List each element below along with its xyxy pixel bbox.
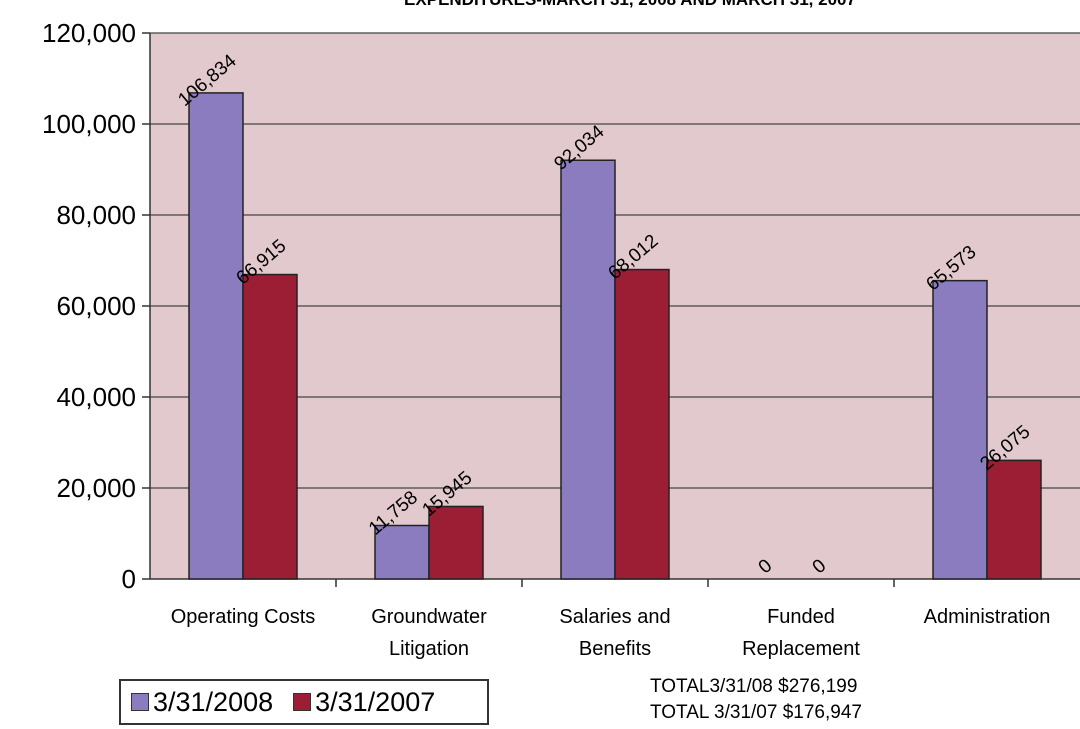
legend-swatch-2008	[131, 693, 149, 711]
bar-3-31-2008	[560, 159, 616, 580]
legend-label-2008: 3/31/2008	[153, 686, 274, 717]
x-tick-label: Replacement	[742, 638, 860, 660]
totals-block: TOTAL3/31/08 $276,199 TOTAL 3/31/07 $176…	[650, 674, 862, 726]
legend-label-2007: 3/31/2007	[315, 686, 436, 717]
y-tick-label: 120,000	[42, 18, 136, 48]
y-tick-label: 100,000	[42, 109, 136, 139]
x-tick-label: Benefits	[579, 638, 651, 660]
bar-3-31-2008	[932, 279, 988, 580]
x-tick-label: Groundwater	[371, 606, 487, 628]
legend-swatch-2007	[293, 693, 312, 711]
total-2007: TOTAL 3/31/07 $176,947	[650, 702, 862, 723]
legend-item-2008: 3/31/2008	[131, 687, 273, 718]
bar-3-31-2007	[428, 505, 484, 580]
y-tick-label: 80,000	[56, 200, 136, 230]
y-tick-label: 40,000	[56, 382, 136, 412]
legend-item-2007: 3/31/2007	[293, 687, 435, 718]
y-tick-label: 20,000	[56, 473, 136, 503]
bar-3-31-2007	[614, 268, 670, 580]
x-tick-label: Operating Costs	[171, 606, 316, 628]
x-tick-label: Funded	[767, 606, 835, 628]
bar-3-31-2007	[242, 273, 298, 580]
chart-legend: 3/31/2008 3/31/2007	[119, 679, 489, 725]
bar-3-31-2007	[986, 459, 1042, 580]
total-2008: TOTAL3/31/08 $276,199	[650, 676, 858, 697]
x-tick-label: Salaries and	[559, 606, 670, 628]
y-tick-label: 0	[122, 564, 136, 594]
chart-title: EXPENDITURES-MARCH 31, 2008 AND MARCH 31…	[0, 0, 1080, 10]
bar-3-31-2008	[188, 92, 244, 580]
x-tick-label: Litigation	[389, 638, 469, 660]
y-tick-label: 60,000	[56, 291, 136, 321]
x-tick-label: Administration	[924, 606, 1051, 628]
